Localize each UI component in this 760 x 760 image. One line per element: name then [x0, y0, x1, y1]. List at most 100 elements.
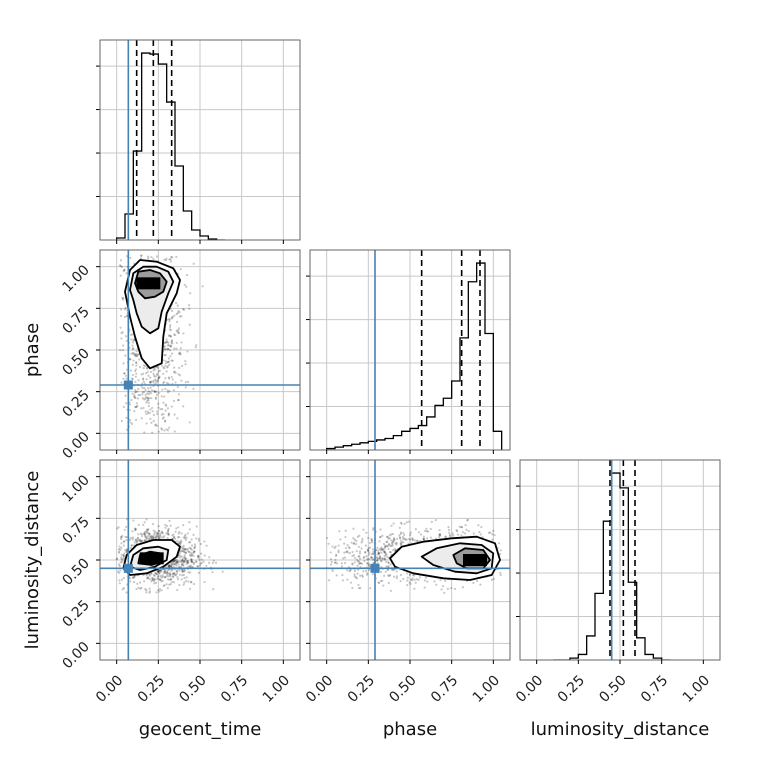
- scatter-point: [167, 564, 171, 567]
- scatter-point: [180, 540, 183, 544]
- scatter-point: [426, 580, 429, 583]
- scatter-point: [384, 553, 387, 556]
- scatter-point: [179, 539, 183, 542]
- scatter-point: [174, 537, 177, 540]
- scatter-point: [177, 526, 180, 529]
- scatter-point: [160, 580, 163, 583]
- scatter-point: [172, 389, 176, 392]
- scatter-point: [119, 556, 123, 559]
- scatter-point: [179, 347, 182, 350]
- scatter-point: [120, 535, 123, 538]
- scatter-point: [168, 349, 172, 352]
- truth-marker: [123, 563, 133, 573]
- scatter-point: [184, 559, 187, 562]
- scatter-point: [137, 353, 140, 356]
- scatter-point: [168, 325, 172, 329]
- scatter-point: [176, 304, 179, 307]
- scatter-point: [174, 381, 177, 384]
- scatter-point: [166, 536, 169, 540]
- scatter-point: [354, 576, 358, 579]
- scatter-point: [140, 586, 143, 589]
- scatter-point: [157, 529, 161, 533]
- scatter-point: [364, 544, 367, 547]
- scatter-point: [147, 387, 150, 390]
- scatter-point: [170, 340, 173, 343]
- scatter-point: [148, 390, 151, 393]
- scatter-point: [352, 554, 355, 557]
- scatter-point: [153, 378, 157, 381]
- scatter-point: [490, 578, 494, 581]
- scatter-point: [423, 579, 426, 582]
- truth-marker: [370, 563, 380, 573]
- scatter-point: [415, 539, 419, 542]
- scatter-point: [352, 527, 355, 530]
- scatter-point: [368, 568, 371, 572]
- scatter-point: [179, 268, 182, 271]
- scatter-point: [168, 426, 171, 429]
- scatter-point: [121, 349, 124, 352]
- scatter-point: [157, 589, 160, 592]
- y-tick-label: 0.50: [59, 556, 92, 589]
- scatter-point: [150, 572, 153, 575]
- scatter-point: [151, 522, 155, 526]
- scatter-point: [146, 576, 150, 579]
- scatter-point: [182, 561, 185, 564]
- scatter-point: [144, 535, 147, 538]
- scatter-point: [134, 353, 137, 356]
- panel-plot-area: [100, 250, 300, 450]
- scatter-point: [151, 578, 154, 581]
- scatter-point: [146, 410, 149, 413]
- scatter-point: [136, 582, 139, 585]
- scatter-point: [382, 549, 385, 552]
- scatter-point: [146, 412, 150, 415]
- scatter-point: [164, 341, 167, 344]
- scatter-point: [151, 578, 154, 582]
- scatter-point: [357, 568, 360, 571]
- scatter-point: [174, 563, 177, 566]
- scatter-point: [153, 578, 156, 581]
- scatter-point: [409, 533, 412, 537]
- scatter-point: [478, 530, 481, 534]
- scatter-point: [145, 531, 149, 535]
- scatter-point: [387, 537, 390, 540]
- scatter-point: [392, 537, 396, 540]
- scatter-point: [121, 588, 124, 591]
- scatter-point: [148, 397, 151, 400]
- scatter-point: [187, 547, 190, 550]
- scatter-point: [189, 292, 192, 295]
- scatter-point: [422, 537, 425, 541]
- scatter-point: [386, 540, 389, 543]
- scatter-point: [166, 429, 170, 432]
- scatter-point: [152, 413, 155, 417]
- scatter-point: [448, 535, 452, 538]
- scatter-point: [175, 329, 178, 332]
- scatter-point: [158, 577, 161, 581]
- scatter-point: [182, 523, 185, 527]
- scatter-point: [378, 557, 381, 560]
- scatter-point: [399, 542, 403, 546]
- scatter-point: [178, 374, 182, 377]
- scatter-point: [349, 581, 353, 584]
- scatter-point: [143, 390, 146, 394]
- scatter-point: [157, 575, 160, 578]
- scatter-point: [134, 418, 138, 421]
- scatter-point: [164, 348, 167, 351]
- scatter-point: [351, 550, 354, 554]
- scatter-point: [139, 539, 142, 542]
- scatter-point: [378, 540, 381, 543]
- scatter-point: [121, 534, 124, 538]
- scatter-point: [164, 523, 167, 527]
- scatter-point: [161, 407, 164, 411]
- scatter-point: [185, 273, 189, 277]
- scatter-point: [165, 404, 168, 407]
- scatter-point: [167, 318, 170, 321]
- scatter-point: [147, 532, 150, 535]
- scatter-point: [399, 531, 403, 534]
- scatter-point: [169, 582, 172, 586]
- scatter-point: [159, 578, 162, 581]
- scatter-point: [176, 311, 179, 315]
- scatter-point: [118, 579, 121, 582]
- scatter-point: [192, 551, 195, 555]
- scatter-point: [481, 535, 484, 539]
- scatter-point: [120, 381, 123, 384]
